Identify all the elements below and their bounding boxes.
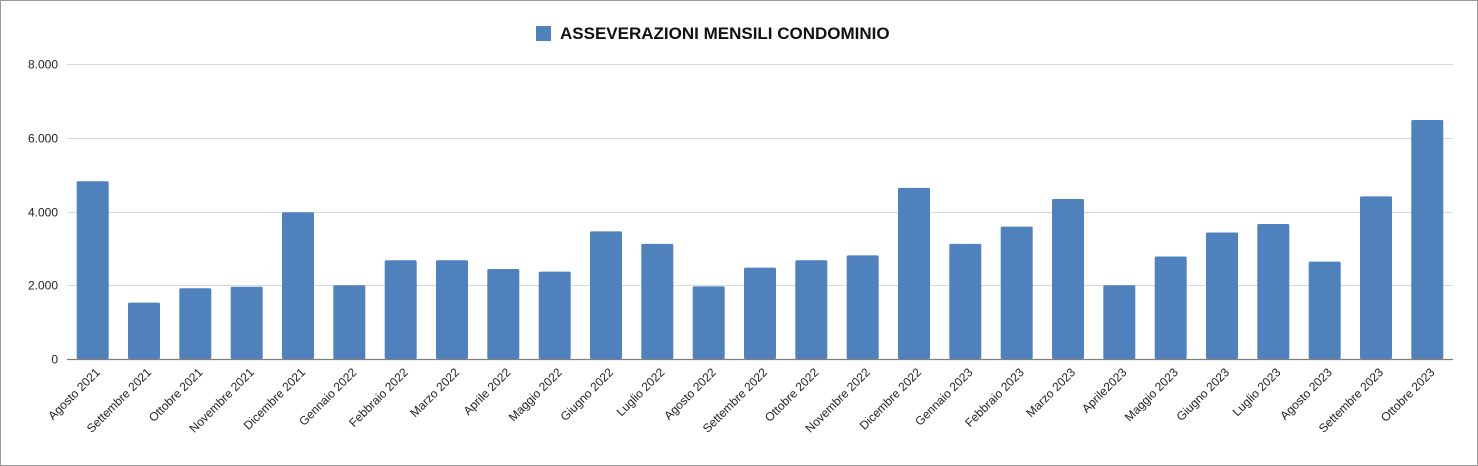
bar <box>692 286 725 359</box>
bar <box>846 255 879 359</box>
gridlines <box>67 64 1453 286</box>
y-tick-label: 2.000 <box>28 279 58 293</box>
x-category-label: Giugno 2022 <box>558 365 617 424</box>
bar <box>1000 226 1033 359</box>
legend: ASSEVERAZIONI MENSILI CONDOMINIO <box>536 24 890 43</box>
legend-swatch <box>536 26 551 41</box>
bar <box>1308 261 1341 359</box>
bar <box>795 260 828 359</box>
bar <box>1206 232 1238 359</box>
bar <box>1052 199 1084 359</box>
bar <box>487 269 520 359</box>
legend-label: ASSEVERAZIONI MENSILI CONDOMINIO <box>560 24 890 43</box>
bar <box>1103 285 1136 360</box>
x-category-label: Maggio 2022 <box>506 365 565 424</box>
bar <box>1257 224 1290 359</box>
bar <box>538 271 571 359</box>
x-category-label: Ottobre 2023 <box>1378 365 1438 425</box>
bar <box>898 187 930 359</box>
bar <box>949 243 982 359</box>
x-category-label: Giugno 2023 <box>1174 365 1233 424</box>
x-category-label: Aprile2023 <box>1079 365 1130 416</box>
x-category-label: Luglio 2022 <box>614 365 668 419</box>
x-category-label: Marzo 2022 <box>407 365 462 420</box>
bar <box>641 243 674 359</box>
bar <box>436 260 468 359</box>
bar <box>590 231 622 359</box>
x-category-label: Aprile 2022 <box>461 365 514 418</box>
bar <box>1154 256 1187 359</box>
bar <box>744 267 776 359</box>
bar <box>1411 120 1444 359</box>
x-category-label: Marzo 2023 <box>1023 365 1078 420</box>
bar <box>230 286 263 359</box>
bar <box>384 260 417 359</box>
y-tick-label: 0 <box>51 353 58 367</box>
bar <box>179 288 212 359</box>
x-category-label: Maggio 2023 <box>1122 365 1181 424</box>
y-tick-label: 6.000 <box>28 132 58 146</box>
bars <box>76 120 1444 360</box>
y-tick-label: 4.000 <box>28 206 58 220</box>
bar <box>282 212 314 359</box>
bar <box>76 181 109 359</box>
x-category-label: Luglio 2023 <box>1230 365 1284 419</box>
y-tick-label: 8.000 <box>28 58 58 72</box>
bar <box>1360 196 1392 359</box>
bar <box>333 285 366 360</box>
bar <box>128 302 160 359</box>
y-axis-tick-labels: 0 2.000 4.000 6.000 8.000 <box>28 58 58 367</box>
